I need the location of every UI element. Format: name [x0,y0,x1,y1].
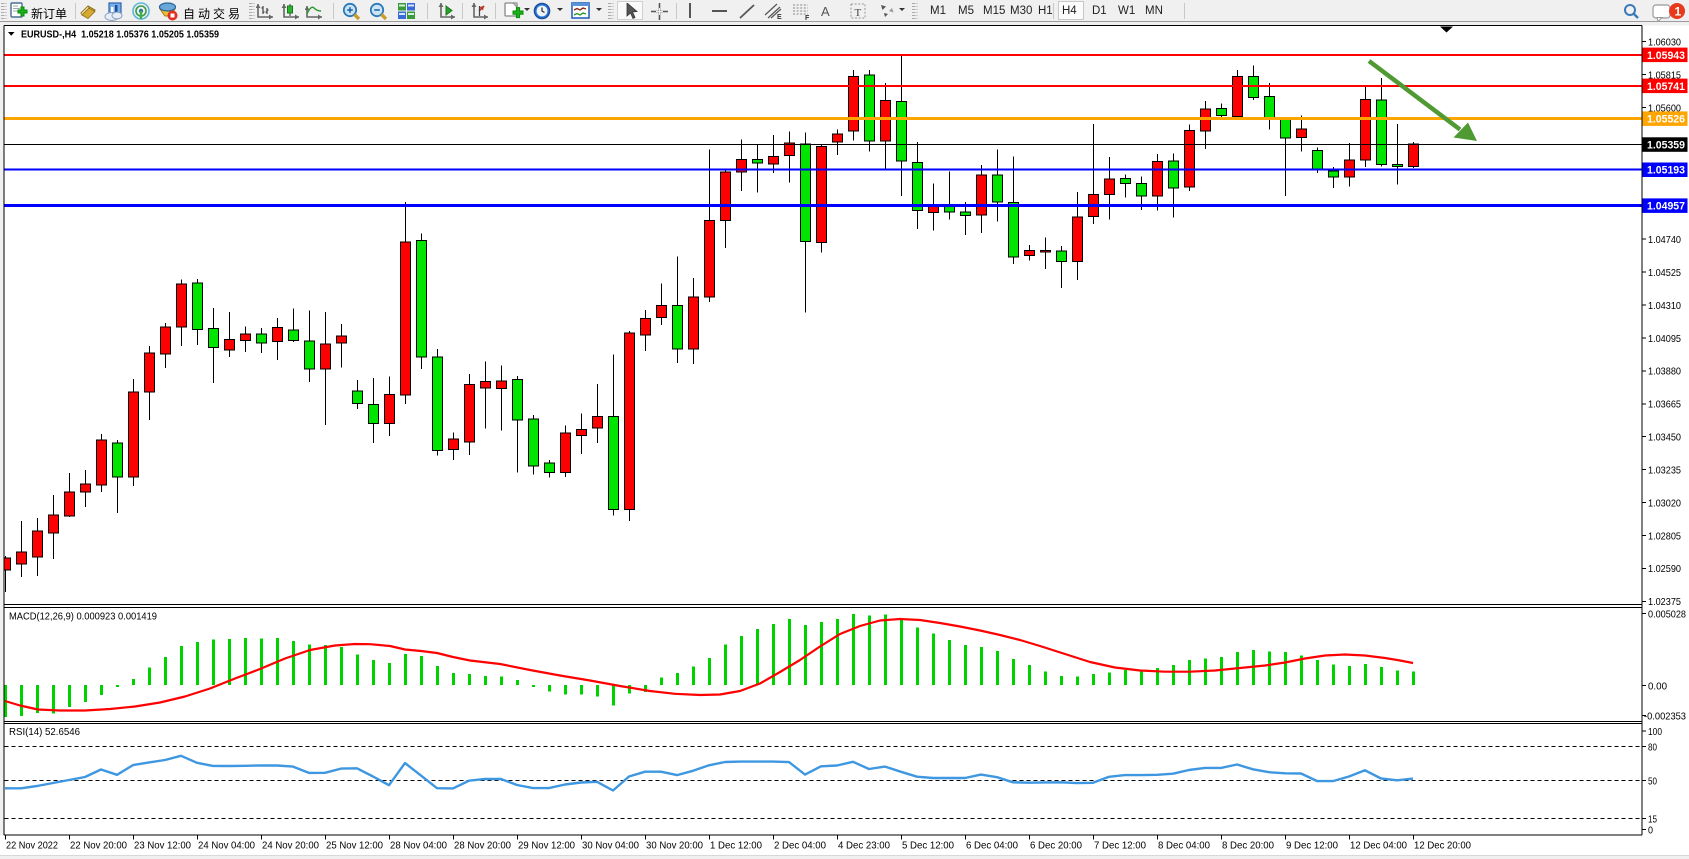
svg-text:1.04095: 1.04095 [1648,333,1681,345]
svg-text:6 Dec 04:00: 6 Dec 04:00 [966,840,1018,852]
svg-text:-0.002353: -0.002353 [1644,710,1686,722]
svg-text:MACD(12,26,9) 0.000923 0.00141: MACD(12,26,9) 0.000923 0.001419 [9,611,157,623]
svg-text:1.03880: 1.03880 [1648,366,1681,378]
svg-text:7 Dec 12:00: 7 Dec 12:00 [1094,840,1146,852]
svg-text:1.03450: 1.03450 [1648,432,1681,444]
svg-text:1.03235: 1.03235 [1648,465,1681,477]
svg-text:5 Dec 12:00: 5 Dec 12:00 [902,840,954,852]
svg-text:T: T [855,7,862,19]
svg-text:RSI(14) 52.6546: RSI(14) 52.6546 [9,726,80,738]
svg-text:22 Nov 20:00: 22 Nov 20:00 [70,840,127,852]
svg-text:12 Dec 04:00: 12 Dec 04:00 [1350,840,1407,852]
svg-text:1.05815: 1.05815 [1648,69,1681,81]
svg-text:1.05600: 1.05600 [1648,102,1681,114]
svg-text:1.02805: 1.02805 [1648,530,1681,542]
svg-text:1.04310: 1.04310 [1648,300,1681,312]
svg-text:1.04740: 1.04740 [1648,234,1681,246]
svg-text:25 Nov 12:00: 25 Nov 12:00 [326,840,383,852]
svg-text:6 Dec 20:00: 6 Dec 20:00 [1030,840,1082,852]
svg-text:0.005028: 0.005028 [1648,608,1686,620]
svg-text:30 Nov 04:00: 30 Nov 04:00 [582,840,639,852]
svg-text:1: 1 [1675,5,1682,19]
svg-text:E: E [777,14,782,21]
svg-text:28 Nov 04:00: 28 Nov 04:00 [390,840,447,852]
svg-text:50: 50 [1648,775,1657,787]
svg-text:24 Nov 04:00: 24 Nov 04:00 [198,840,255,852]
svg-text:80: 80 [1648,741,1657,753]
svg-text:EURUSD-,H4 1.05218 1.05376 1.: EURUSD-,H4 1.05218 1.05376 1.05205 1.053… [21,28,219,40]
svg-text:0.00: 0.00 [1648,680,1667,692]
svg-text:1.05193: 1.05193 [1647,165,1685,177]
svg-text:8 Dec 20:00: 8 Dec 20:00 [1222,840,1274,852]
svg-text:F: F [805,15,810,21]
svg-text:100: 100 [1648,726,1662,738]
svg-text:15: 15 [1648,813,1657,825]
svg-text:0: 0 [1648,824,1653,836]
svg-text:28 Nov 20:00: 28 Nov 20:00 [454,840,511,852]
svg-text:2 Dec 04:00: 2 Dec 04:00 [774,840,826,852]
svg-text:1.05526: 1.05526 [1647,114,1685,126]
svg-text:22 Nov 2022: 22 Nov 2022 [6,840,58,852]
svg-text:8 Dec 04:00: 8 Dec 04:00 [1158,840,1210,852]
svg-text:9 Dec 12:00: 9 Dec 12:00 [1286,840,1338,852]
svg-text:1.03665: 1.03665 [1648,399,1681,411]
svg-text:4 Dec 23:00: 4 Dec 23:00 [838,840,890,852]
svg-text:1.03020: 1.03020 [1648,497,1681,509]
svg-text:1.05741: 1.05741 [1647,81,1685,93]
svg-text:1.02590: 1.02590 [1648,563,1681,575]
svg-text:1 Dec 12:00: 1 Dec 12:00 [710,840,762,852]
svg-text:24 Nov 20:00: 24 Nov 20:00 [262,840,319,852]
svg-text:1.04957: 1.04957 [1647,201,1685,213]
svg-text:1.02375: 1.02375 [1648,596,1681,608]
svg-text:1.04525: 1.04525 [1648,267,1681,279]
svg-text:1.05359: 1.05359 [1647,140,1685,152]
svg-text:23 Nov 12:00: 23 Nov 12:00 [134,840,191,852]
svg-text:29 Nov 12:00: 29 Nov 12:00 [518,840,575,852]
svg-text:1.05943: 1.05943 [1647,50,1685,62]
svg-text:1.06030: 1.06030 [1648,37,1681,49]
svg-text:30 Nov 20:00: 30 Nov 20:00 [646,840,703,852]
svg-text:12 Dec 20:00: 12 Dec 20:00 [1414,840,1471,852]
